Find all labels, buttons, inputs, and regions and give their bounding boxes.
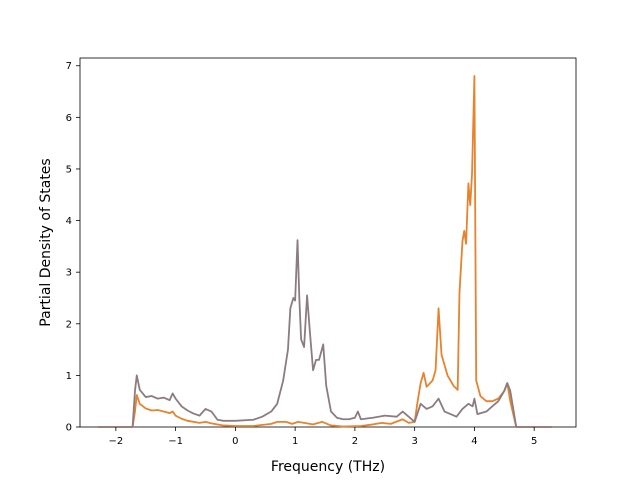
plot-area-frame	[79, 57, 577, 428]
x-tick-label: 5	[531, 436, 537, 447]
x-tick-label: 3	[411, 436, 417, 447]
y-axis-label: Partial Density of States	[38, 158, 54, 326]
x-axis: −2 −1 0 1 2 3 4 5	[108, 427, 537, 447]
series-line-1	[97, 75, 553, 428]
series-line-2	[97, 239, 553, 428]
x-tick-label: −1	[168, 436, 183, 447]
x-tick-label: −2	[108, 436, 123, 447]
y-tick-label: 4	[66, 216, 72, 227]
x-tick-label: 1	[292, 436, 298, 447]
x-tick-label: 4	[471, 436, 477, 447]
y-tick-label: 3	[66, 268, 72, 279]
x-tick-label: 0	[232, 436, 238, 447]
x-tick-label: 2	[352, 436, 358, 447]
x-axis-label: Frequency (THz)	[271, 459, 385, 475]
y-tick-label: 0	[66, 423, 72, 434]
y-tick-label: 2	[66, 319, 72, 330]
series-layer	[97, 75, 553, 428]
y-axis: 0 1 2 3 4 5 6 7	[66, 61, 80, 434]
y-tick-label: 5	[66, 164, 72, 175]
y-tick-label: 6	[66, 113, 72, 124]
y-tick-label: 1	[66, 371, 72, 382]
y-tick-label: 7	[66, 61, 72, 72]
